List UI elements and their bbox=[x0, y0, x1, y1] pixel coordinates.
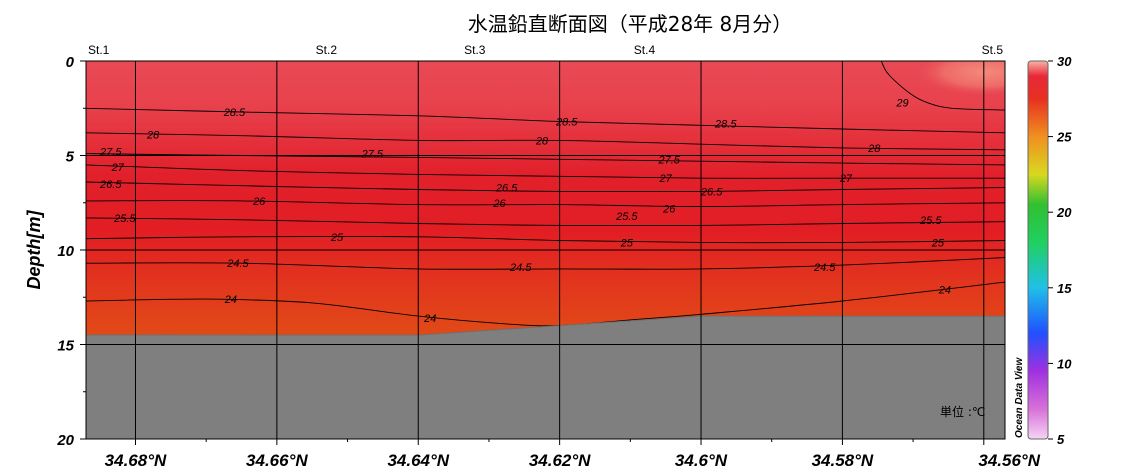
contour-label: 25.5 bbox=[919, 215, 942, 227]
station-label: St.1 bbox=[88, 43, 110, 57]
y-axis-label: Depth[m] bbox=[24, 210, 44, 290]
contour-label: 24 bbox=[938, 285, 951, 297]
y-tick-label: 10 bbox=[57, 243, 74, 260]
warm-surface-patch bbox=[915, 61, 1005, 96]
station-label-bg bbox=[626, 40, 665, 60]
station-label-bg bbox=[84, 40, 122, 60]
colorbar bbox=[1027, 60, 1049, 440]
contour-label: 24.5 bbox=[509, 262, 532, 274]
y-tick-label: 0 bbox=[66, 54, 75, 71]
odv-watermark: Ocean Data View bbox=[1014, 357, 1025, 438]
isotherm-29 bbox=[880, 61, 1005, 111]
contour-label: 25 bbox=[620, 237, 634, 249]
contour-label: 27.5 bbox=[658, 154, 681, 166]
contour-label: 29 bbox=[895, 98, 908, 110]
x-tick-label: 34.62°N bbox=[529, 451, 591, 470]
contour-label: 25.5 bbox=[615, 211, 638, 223]
contour-label: 26 bbox=[492, 198, 506, 210]
x-tick-label: 34.6°N bbox=[675, 451, 728, 470]
contour-label: 28.5 bbox=[223, 107, 246, 119]
unit-note: 単位 :℃ bbox=[940, 404, 985, 419]
y-tick-label: 5 bbox=[66, 149, 75, 166]
x-tick-label: 34.58°N bbox=[812, 451, 874, 470]
station-labels: St.1 St.2 St.3 St.4 St.5 bbox=[84, 40, 1007, 60]
colorbar-tick-label: 10 bbox=[1057, 356, 1072, 371]
contour-label: 26.5 bbox=[700, 186, 723, 198]
title-background bbox=[436, 8, 828, 40]
station-label: St.5 bbox=[982, 43, 1004, 57]
isotherm-24 bbox=[86, 281, 1005, 327]
station-label: St.4 bbox=[634, 43, 656, 57]
contour-label: 25.5 bbox=[113, 213, 136, 225]
station-label: St.2 bbox=[316, 43, 338, 57]
contour-label: 27.5 bbox=[361, 149, 384, 161]
contour-label: 26 bbox=[662, 203, 676, 215]
contour-label: 28 bbox=[867, 143, 881, 155]
y-tick-label: 15 bbox=[57, 338, 74, 355]
colorbar-tick-label: 5 bbox=[1057, 432, 1065, 447]
colorbar-tick-label: 30 bbox=[1057, 54, 1072, 69]
contour-label: 27 bbox=[111, 162, 125, 174]
contour-label: 24.5 bbox=[226, 258, 249, 270]
x-tick-label: 34.64°N bbox=[387, 451, 449, 470]
x-tick-label: 34.68°N bbox=[105, 451, 167, 470]
contour-label: 25 bbox=[330, 232, 344, 244]
x-tick-label: 34.66°N bbox=[246, 451, 308, 470]
contour-labels: 29 28.5 28.5 28.5 28 28 28 27.5 27.5 27.5 27 27 27 26… bbox=[99, 98, 951, 325]
contour-label: 24 bbox=[224, 294, 237, 306]
chart-title: 水温鉛直断面図（平成28年 8月分） bbox=[468, 12, 793, 36]
colorbar-tick-label: 25 bbox=[1056, 130, 1072, 145]
contour-label: 26.5 bbox=[99, 179, 122, 191]
contour-label: 24.5 bbox=[813, 262, 836, 274]
seafloor-area bbox=[86, 315, 1005, 439]
x-tick-label: 34.56°N bbox=[978, 451, 1040, 470]
plot-area: 29 28.5 28.5 28.5 28 28 28 27.5 27.5 27.5 27 27 27 26… bbox=[86, 61, 1005, 439]
contour-label: 27 bbox=[659, 173, 673, 185]
contour-label: 27 bbox=[839, 173, 853, 185]
colorbar-tick-label: 20 bbox=[1056, 205, 1072, 220]
contour-label: 24 bbox=[423, 313, 436, 325]
contour-label: 28.5 bbox=[555, 116, 578, 128]
colorbar-ticks: 5 10 15 20 25 30 bbox=[1048, 54, 1072, 447]
station-label-bg bbox=[456, 40, 495, 60]
station-label: St.3 bbox=[464, 43, 486, 57]
x-axis: 34.68°N 34.66°N 34.64°N 34.62°N 34.6°N 34.58°… bbox=[105, 439, 1041, 470]
station-label-bg bbox=[308, 40, 347, 60]
contour-label: 27.5 bbox=[99, 147, 122, 159]
contour-label: 26.5 bbox=[495, 183, 518, 195]
contour-label: 26 bbox=[252, 196, 266, 208]
colorbar-tick-label: 15 bbox=[1057, 281, 1072, 296]
contour-label: 28 bbox=[535, 135, 549, 147]
y-tick-label: 20 bbox=[56, 432, 74, 449]
station-label-bg bbox=[969, 40, 1007, 60]
contour-label: 28.5 bbox=[714, 118, 737, 130]
contour-label: 28 bbox=[146, 130, 160, 142]
grid-lines bbox=[86, 61, 1005, 439]
contour-label: 25 bbox=[931, 237, 945, 249]
y-axis: 0 5 10 15 20 bbox=[56, 54, 86, 449]
